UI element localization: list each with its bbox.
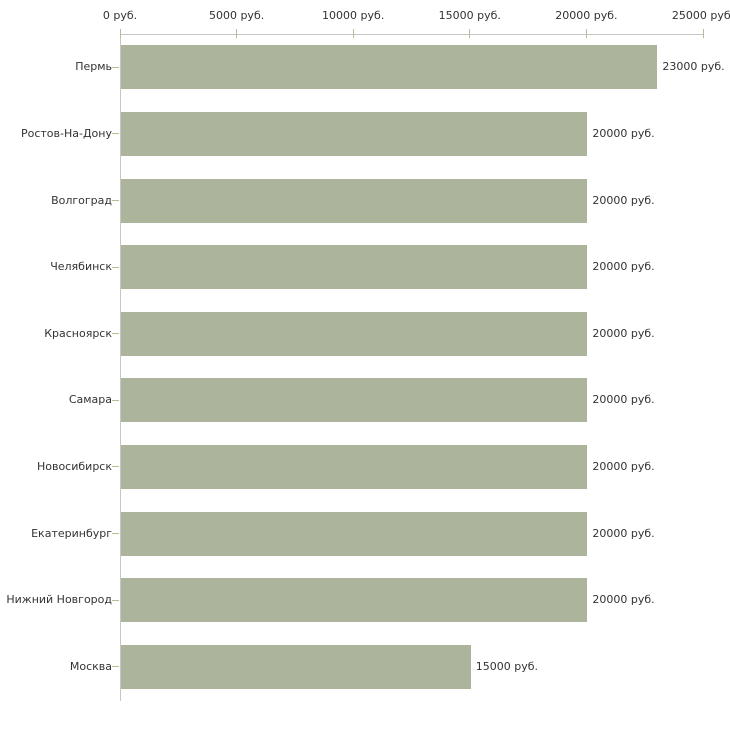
bar <box>121 644 471 689</box>
y-axis-line <box>120 34 121 701</box>
bar <box>121 311 588 356</box>
bar <box>121 45 658 90</box>
category-label: Красноярск <box>44 326 112 340</box>
x-axis-tick-mark <box>585 29 587 38</box>
bar <box>121 578 588 623</box>
category-label: Новосибирск <box>36 459 112 473</box>
category-tick-mark <box>112 533 119 534</box>
x-axis-tick-label: 20000 руб. <box>555 9 618 22</box>
category-label: Самара <box>68 393 112 407</box>
x-axis-tick-mark <box>119 29 121 38</box>
x-axis-tick-mark <box>236 29 238 38</box>
bar-value-label: 20000 руб. <box>592 126 655 140</box>
x-axis-tick-label: 25000 руб. <box>671 9 730 22</box>
bar <box>121 178 588 223</box>
category-label: Волгоград <box>51 193 112 207</box>
category-label: Нижний Новгород <box>6 593 112 607</box>
category-tick-mark <box>112 200 119 201</box>
category-tick-mark <box>112 66 119 68</box>
category-label: Ростов-На-Дону <box>20 126 112 140</box>
category-tick-mark <box>112 266 119 268</box>
category-tick-mark <box>112 599 119 601</box>
category-label: Москва <box>69 659 112 673</box>
category-label: Екатеринбург <box>31 526 112 540</box>
category-label: Пермь <box>75 60 112 74</box>
bar <box>121 378 588 423</box>
bar-value-label: 15000 руб. <box>475 659 539 673</box>
bar-value-label: 20000 руб. <box>592 193 655 207</box>
bar-value-label: 20000 руб. <box>592 260 655 274</box>
x-axis-tick-mark <box>702 29 704 38</box>
x-axis-tick-label: 15000 руб. <box>438 9 501 22</box>
x-axis-tick-mark <box>352 29 354 38</box>
bar-value-label: 20000 руб. <box>592 593 655 607</box>
x-axis-tick-mark <box>469 29 471 38</box>
category-tick-mark <box>112 399 119 401</box>
x-axis-tick-label: 5000 руб. <box>208 9 265 22</box>
x-axis-tick-label: 10000 руб. <box>322 9 385 22</box>
x-axis-line <box>120 34 704 35</box>
category-label: Челябинск <box>50 260 112 274</box>
bar-value-label: 23000 руб. <box>662 60 725 74</box>
bar-value-label: 20000 руб. <box>592 326 655 340</box>
bar <box>121 111 588 156</box>
bar-value-label: 20000 руб. <box>592 393 655 407</box>
category-tick-mark <box>112 466 119 468</box>
bar <box>121 511 588 556</box>
x-axis-tick-label: 0 руб. <box>102 9 138 22</box>
bar-value-label: 20000 руб. <box>592 459 655 473</box>
category-tick-mark <box>112 333 119 335</box>
category-tick-mark <box>112 666 119 668</box>
bar <box>121 444 588 489</box>
bar-value-label: 20000 руб. <box>592 526 655 540</box>
category-tick-mark <box>112 133 119 135</box>
bar <box>121 245 588 290</box>
